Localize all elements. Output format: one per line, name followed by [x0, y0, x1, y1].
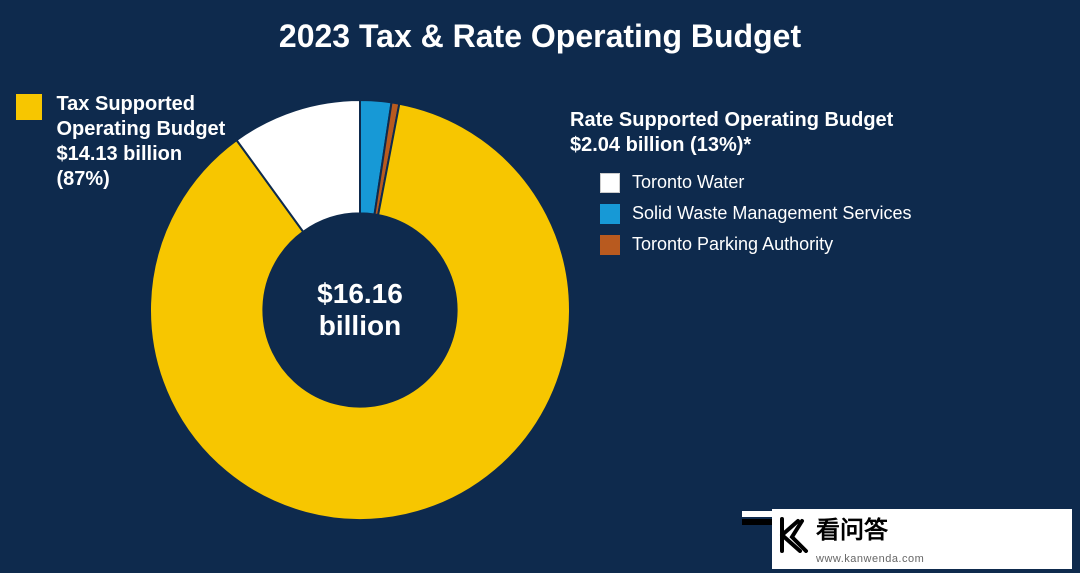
right-legend-title: Rate Supported Operating Budget $2.04 bi… — [570, 108, 1030, 158]
watermark-url: www.kanwenda.com — [816, 553, 924, 565]
legend-row: Solid Waste Management Services — [570, 203, 1030, 224]
watermark-text: 看问答 — [816, 517, 888, 544]
legend-swatch — [600, 204, 620, 224]
legend-row: Toronto Parking Authority — [570, 234, 1030, 255]
legend-label: Toronto Parking Authority — [632, 234, 833, 255]
right-legend-block: Rate Supported Operating Budget $2.04 bi… — [570, 108, 1030, 265]
chart-title: 2023 Tax & Rate Operating Budget — [0, 0, 1080, 55]
legend-label: Toronto Water — [632, 172, 744, 193]
left-legend-swatch — [16, 94, 42, 125]
legend-swatch — [600, 173, 620, 193]
watermark-logo-icon — [778, 517, 810, 558]
legend-label: Solid Waste Management Services — [632, 203, 911, 224]
donut-chart: $16.16 billion — [140, 90, 580, 530]
legend-swatch — [600, 235, 620, 255]
watermark: 看问答 www.kanwenda.com — [772, 509, 1072, 569]
donut-center-label: $16.16 billion — [317, 278, 403, 342]
legend-row: Toronto Water — [570, 172, 1030, 193]
